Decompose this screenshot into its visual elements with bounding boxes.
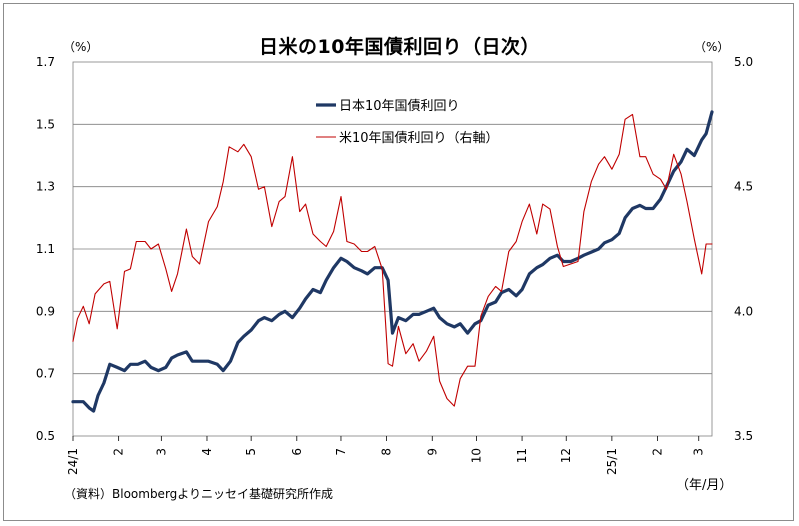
x-tick-label: 10	[469, 448, 483, 463]
x-tick-label: 11	[515, 448, 529, 463]
chart-frame	[3, 3, 794, 521]
legend-jp-label: 日本10年国債利回り	[339, 99, 460, 114]
x-tick-label: 12	[559, 448, 573, 463]
x-tick-label: 8	[380, 448, 394, 456]
y-left-tick-label: 1.5	[36, 117, 55, 131]
series-lines	[71, 110, 714, 413]
x-tick-label: 25/1	[605, 448, 619, 475]
x-tick-label: 3	[154, 448, 168, 456]
x-tick-label: 7	[334, 448, 348, 456]
axes: 0.5 0.7 0.9 1.1 1.3 1.5 1.7 3.5 4.0 4.5 5.0 24/1 2 3 4…	[36, 55, 753, 475]
us-yield-line	[72, 113, 713, 407]
grid-lines	[73, 123, 712, 375]
x-tick-label: 6	[290, 448, 304, 456]
legend-us-label: 米10年国債利回り（右軸）	[339, 131, 499, 146]
plot-border	[72, 61, 713, 437]
source-note: （資料）Bloombergよりニッセイ基礎研究所作成	[64, 487, 334, 501]
x-tick-label: 5	[244, 448, 258, 456]
y-left-tick-label: 1.7	[36, 55, 55, 69]
y-left-tick-label: 1.1	[36, 242, 55, 256]
left-axis-unit: （%）	[63, 40, 99, 54]
x-tick-label: 9	[425, 448, 439, 456]
x-tick-label: 24/1	[66, 448, 80, 475]
y-left-tick-label: 0.9	[36, 304, 55, 318]
right-axis-unit: （%）	[694, 40, 730, 54]
y-left-tick-label: 0.7	[36, 367, 55, 381]
x-tick-label: 3	[692, 448, 706, 456]
chart-title: 日米の10年国債利回り（日次）	[259, 36, 540, 58]
y-right-tick-label: 3.5	[734, 429, 753, 443]
x-tick-label: 2	[112, 448, 126, 456]
x-tick-label: 4	[200, 448, 214, 456]
jp-yield-line	[71, 110, 714, 413]
y-right-tick-label: 4.5	[734, 180, 753, 194]
y-right-tick-label: 4.0	[734, 304, 753, 318]
x-tick-label: 2	[651, 448, 665, 456]
x-axis-unit: （年/月）	[676, 478, 733, 493]
y-right-tick-label: 5.0	[734, 55, 753, 69]
y-left-tick-label: 0.5	[36, 429, 55, 443]
y-left-tick-label: 1.3	[36, 180, 55, 194]
